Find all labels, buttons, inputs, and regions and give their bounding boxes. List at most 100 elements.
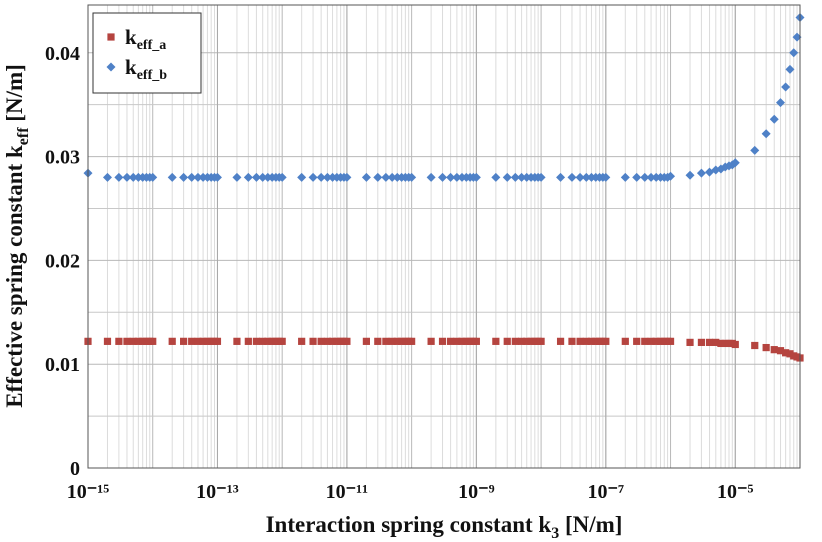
data-point xyxy=(333,337,341,345)
data-point xyxy=(316,172,326,182)
data-point xyxy=(792,32,802,42)
y-label-unit: [N/m] xyxy=(2,64,27,127)
data-point xyxy=(472,337,480,345)
data-point xyxy=(769,114,779,124)
data-point xyxy=(446,172,456,182)
data-point xyxy=(317,337,325,345)
data-point xyxy=(179,172,189,182)
data-point xyxy=(128,172,138,182)
data-point xyxy=(373,172,383,182)
data-point xyxy=(458,337,466,345)
data-point xyxy=(187,172,197,182)
legend-name-sub: eff_a xyxy=(137,38,167,53)
data-point xyxy=(781,82,791,92)
data-point xyxy=(652,337,660,345)
data-point xyxy=(776,98,786,108)
data-point xyxy=(134,337,142,345)
data-point xyxy=(712,338,720,346)
data-point xyxy=(602,337,610,345)
x-tick-label: 10⁻¹¹ xyxy=(326,481,369,503)
data-point xyxy=(213,337,222,345)
data-point xyxy=(510,172,520,182)
data-point xyxy=(308,172,318,182)
data-point xyxy=(666,171,676,181)
y-tick-label: 0.02 xyxy=(45,250,80,272)
data-point xyxy=(103,337,112,345)
data-point xyxy=(243,172,253,182)
data-point xyxy=(462,337,470,345)
y-tick-label: 0.01 xyxy=(45,354,80,376)
data-point xyxy=(194,337,202,345)
data-point xyxy=(322,172,332,182)
data-point xyxy=(387,172,397,182)
data-point xyxy=(568,337,576,345)
data-point xyxy=(167,172,177,182)
data-point xyxy=(298,337,306,345)
data-point xyxy=(168,337,176,345)
data-point xyxy=(149,337,157,345)
data-point xyxy=(587,337,596,345)
data-point xyxy=(374,337,382,345)
data-point xyxy=(523,337,531,345)
data-point xyxy=(575,172,585,182)
data-point xyxy=(393,337,401,345)
y-tick-label: 0.04 xyxy=(45,43,80,65)
data-point xyxy=(251,172,261,182)
data-point xyxy=(581,172,591,182)
data-point xyxy=(697,338,706,346)
y-tick-label: 0.03 xyxy=(45,147,80,169)
legend-label: keff_a xyxy=(125,25,166,53)
data-point xyxy=(656,337,665,345)
data-point xyxy=(297,172,307,182)
data-point xyxy=(640,172,650,182)
data-point xyxy=(517,172,527,182)
data-point xyxy=(647,337,655,345)
data-point xyxy=(148,172,158,182)
legend-name: k xyxy=(125,55,137,79)
data-point xyxy=(492,337,500,345)
marks xyxy=(83,12,805,362)
data-point xyxy=(122,172,132,182)
data-point xyxy=(731,340,739,349)
data-point xyxy=(123,337,131,345)
legend-marker xyxy=(106,62,116,72)
data-point xyxy=(438,337,447,345)
data-point xyxy=(567,172,577,182)
data-point xyxy=(556,337,565,345)
data-point xyxy=(438,172,448,182)
data-point xyxy=(786,350,794,358)
data-point xyxy=(762,343,770,352)
data-point xyxy=(427,337,435,345)
data-point xyxy=(407,172,417,182)
data-point xyxy=(527,337,535,345)
data-point xyxy=(750,145,760,155)
data-point xyxy=(536,172,546,182)
data-point xyxy=(362,337,370,345)
x-label-unit: [N/m] xyxy=(559,512,622,537)
data-point xyxy=(244,337,252,345)
legend-marker xyxy=(107,33,115,41)
data-point xyxy=(277,172,287,182)
data-point xyxy=(232,172,242,182)
data-point xyxy=(139,337,147,345)
data-point xyxy=(491,172,501,182)
data-point xyxy=(408,337,416,345)
data-point xyxy=(258,172,268,182)
data-point xyxy=(426,172,436,182)
data-point xyxy=(537,337,545,345)
legend-label: keff_b xyxy=(125,55,167,83)
data-point xyxy=(259,337,267,345)
data-point xyxy=(721,339,729,348)
data-point xyxy=(696,168,706,178)
data-point xyxy=(632,172,642,182)
x-tick-label: 10⁻⁹ xyxy=(458,481,495,503)
y-tick-label: 0 xyxy=(70,458,80,480)
data-point xyxy=(633,337,641,345)
x-tick-label: 10⁻¹⁵ xyxy=(67,481,110,503)
y-label-sub: eff xyxy=(15,127,32,145)
data-point xyxy=(278,337,286,345)
data-point xyxy=(717,339,725,348)
data-point xyxy=(199,337,207,345)
